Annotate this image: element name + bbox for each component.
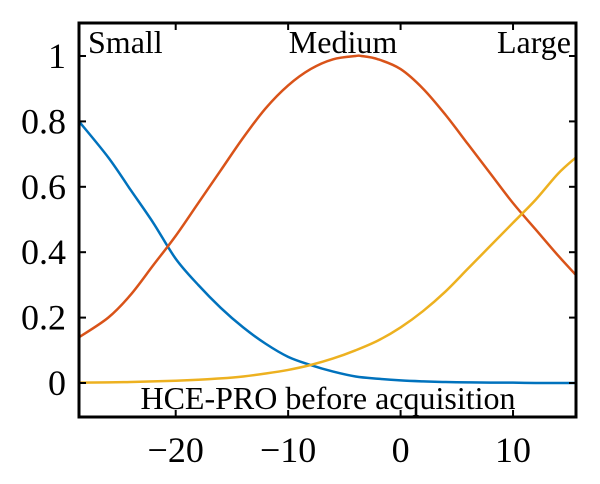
set-label-large: Large bbox=[497, 24, 571, 60]
set-label-medium: Medium bbox=[289, 24, 398, 60]
x-tick-label: −20 bbox=[148, 430, 204, 470]
y-tick-label: 0.2 bbox=[21, 298, 66, 338]
x-tick-label: 0 bbox=[392, 430, 410, 470]
tick-layer: −20 −10 0 10 0 0.2 0.4 0.6 0.8 1 bbox=[21, 23, 576, 470]
y-tick-label: 0.6 bbox=[21, 167, 66, 207]
y-tick-label: 1 bbox=[48, 36, 66, 76]
series-line-small bbox=[79, 120, 576, 385]
x-tick-label: −10 bbox=[260, 430, 316, 470]
set-label-small: Small bbox=[88, 24, 163, 60]
series-layer bbox=[79, 54, 576, 385]
x-axis-title: HCE-PRO before acquisition bbox=[140, 380, 515, 416]
plot-frame bbox=[77, 21, 578, 419]
y-tick-label: 0.8 bbox=[21, 101, 66, 141]
series-line-medium bbox=[79, 54, 576, 339]
x-tick-label: 10 bbox=[495, 430, 531, 470]
y-tick-label: 0.4 bbox=[21, 232, 66, 272]
y-tick-label: 0 bbox=[48, 363, 66, 403]
series-line-large bbox=[79, 156, 576, 384]
